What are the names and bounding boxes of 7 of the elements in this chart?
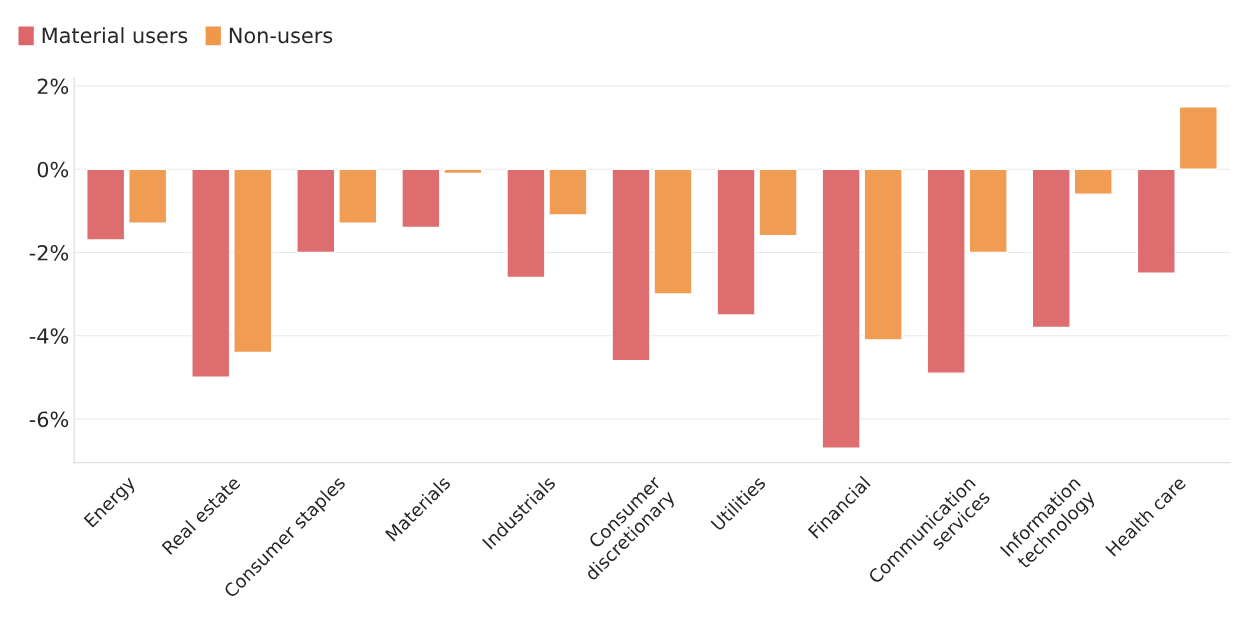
y-tick-label: -4%	[29, 328, 69, 344]
y-tick-label: -6%	[29, 411, 69, 428]
legend-label: Material users	[42, 27, 188, 44]
y-tick-label: 0%	[37, 161, 69, 178]
legend-label: Non-users	[229, 27, 333, 44]
y-tick-label: -2%	[29, 244, 69, 261]
y-tick-label: 2%	[37, 78, 69, 95]
